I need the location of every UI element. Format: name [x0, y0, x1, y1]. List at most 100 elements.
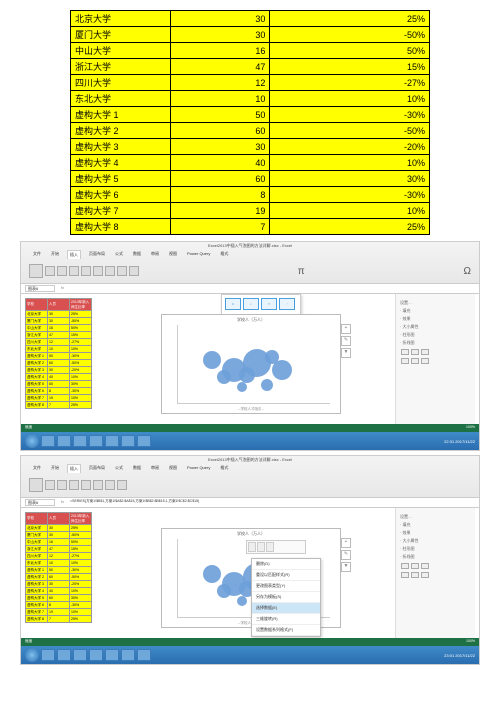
context-menu-item[interactable]: 三维旋转(R)	[252, 614, 320, 625]
taskbar-item[interactable]	[57, 649, 71, 661]
panel-item[interactable]: · 柱形图	[400, 332, 471, 338]
taskbar-item[interactable]	[41, 649, 55, 661]
bubble[interactable]	[203, 565, 221, 583]
ribbon-tab[interactable]: 页面布局	[87, 464, 107, 473]
bubble[interactable]	[265, 350, 279, 364]
ribbon-tab[interactable]: 插入	[67, 250, 81, 259]
formula-value[interactable]: =SERIES(方案1!$B$1,方案1!$A$2:$A$15,方案1!$B$2…	[70, 499, 199, 506]
panel-item[interactable]: · 大小属性	[400, 538, 471, 544]
ribbon-tab[interactable]: 开始	[49, 464, 61, 473]
fx-icon[interactable]: fx	[61, 499, 64, 506]
link-icon[interactable]	[117, 266, 127, 276]
picture-icon[interactable]	[57, 266, 67, 276]
taskbar-item[interactable]	[105, 649, 119, 661]
ribbon-tab[interactable]: 格式	[218, 250, 230, 259]
taskbar-item[interactable]	[137, 435, 151, 447]
style-icon[interactable]	[105, 480, 115, 490]
chart-plus-icon[interactable]: +	[341, 538, 351, 548]
taskbar-item[interactable]	[41, 435, 55, 447]
sparkline-icon[interactable]	[93, 266, 103, 276]
start-button[interactable]	[25, 648, 39, 662]
chart-plus-icon[interactable]: +	[341, 324, 351, 334]
slicer-icon[interactable]	[105, 266, 115, 276]
ribbon-tab[interactable]: 文件	[31, 464, 43, 473]
ribbon-tab[interactable]: Power Query	[185, 250, 212, 259]
taskbar-item[interactable]	[137, 649, 151, 661]
style-icon[interactable]	[57, 480, 67, 490]
style-icon[interactable]	[45, 480, 55, 490]
zoom-level[interactable]: 100%	[466, 639, 475, 645]
chart-icon[interactable]	[81, 266, 91, 276]
taskbar-item[interactable]	[73, 649, 87, 661]
bubble[interactable]	[237, 382, 247, 392]
panel-item[interactable]: · 柱形图	[400, 546, 471, 552]
ribbon-tab[interactable]: 开始	[49, 250, 61, 259]
chart-type-option[interactable]: ◐	[243, 298, 259, 310]
name-box[interactable]: 图表6	[25, 499, 55, 506]
taskbar-item[interactable]	[73, 435, 87, 447]
bubble-chart[interactable]: 学校人（万人） →学校人才吸引←	[161, 314, 341, 414]
fx-icon[interactable]: fx	[61, 285, 64, 292]
style-icon[interactable]	[117, 480, 127, 490]
taskbar-item[interactable]	[89, 435, 103, 447]
ribbon-tab[interactable]: 文件	[31, 250, 43, 259]
bubble[interactable]	[237, 596, 247, 606]
taskbar-item[interactable]	[121, 649, 135, 661]
clock[interactable]: 23:01 2017/11/22	[444, 653, 475, 658]
context-menu-item[interactable]: 更改图表类型(Y)	[252, 581, 320, 592]
chart-type-option[interactable]: ◔	[279, 298, 295, 310]
ribbon-tab[interactable]: 公式	[113, 250, 125, 259]
ribbon-tab[interactable]: 数据	[131, 250, 143, 259]
ribbon-tab[interactable]: 格式	[218, 464, 230, 473]
chart-brush-icon[interactable]: ✎	[341, 550, 351, 560]
context-menu-item[interactable]: 另存为模板(S)	[252, 592, 320, 603]
ribbon-tab[interactable]: 审阅	[149, 250, 161, 259]
style-icon[interactable]	[93, 480, 103, 490]
context-menu-item[interactable]: 选择数据(E)	[252, 603, 320, 614]
ribbon-tab[interactable]: Power Query	[185, 464, 212, 473]
name-box[interactable]: 图表6	[25, 285, 55, 292]
chart-type-option[interactable]: ✦	[261, 298, 277, 310]
ribbon-tab[interactable]: 视图	[167, 464, 179, 473]
bubble[interactable]	[203, 351, 221, 369]
bold-icon[interactable]	[266, 542, 274, 552]
context-menu-item[interactable]: 删除(D)	[252, 559, 320, 570]
ribbon-tab[interactable]: 视图	[167, 250, 179, 259]
fill-icon[interactable]	[248, 542, 256, 552]
style-icon[interactable]	[69, 480, 79, 490]
bubble[interactable]	[261, 379, 273, 391]
worksheet[interactable]: 学校人员2013年新入师生比率北京大学3025%厦门大学30-50%中山大学16…	[21, 294, 479, 424]
table-icon[interactable]	[45, 266, 55, 276]
panel-item[interactable]: · 效果	[400, 316, 471, 322]
ribbon-tab[interactable]: 公式	[113, 464, 125, 473]
chart-type-option[interactable]: ⊙	[225, 298, 241, 310]
panel-item[interactable]: · 大小属性	[400, 324, 471, 330]
panel-item[interactable]: · 效果	[400, 530, 471, 536]
taskbar-item[interactable]	[57, 435, 71, 447]
symbol-omega[interactable]: Ω	[464, 266, 471, 277]
outline-icon[interactable]	[257, 542, 265, 552]
ribbon-tab[interactable]: 插入	[67, 464, 81, 473]
context-menu-item[interactable]: 设置数据系列格式(F)	[252, 625, 320, 636]
symbol-pi[interactable]: π	[298, 266, 305, 277]
ribbon-tab[interactable]: 审阅	[149, 464, 161, 473]
panel-item[interactable]: · 折线图	[400, 340, 471, 346]
zoom-level[interactable]: 100%	[466, 425, 475, 431]
taskbar-item[interactable]	[89, 649, 103, 661]
panel-item[interactable]: · 折线图	[400, 554, 471, 560]
taskbar-item[interactable]	[105, 435, 119, 447]
panel-item[interactable]: · 填充	[400, 308, 471, 314]
ribbon-tab[interactable]: 数据	[131, 464, 143, 473]
panel-item[interactable]: · 填充	[400, 522, 471, 528]
pivot-icon[interactable]	[29, 264, 43, 278]
chart-filter-icon[interactable]: ▼	[341, 562, 351, 572]
clock[interactable]: 22:31 2017/11/22	[444, 439, 475, 444]
chart-filter-icon[interactable]: ▼	[341, 348, 351, 358]
ribbon-tab[interactable]: 页面布局	[87, 250, 107, 259]
text-icon[interactable]	[129, 266, 139, 276]
style-icon[interactable]	[81, 480, 91, 490]
taskbar-item[interactable]	[121, 435, 135, 447]
chart-brush-icon[interactable]: ✎	[341, 336, 351, 346]
shapes-icon[interactable]	[69, 266, 79, 276]
start-button[interactable]	[25, 434, 39, 448]
